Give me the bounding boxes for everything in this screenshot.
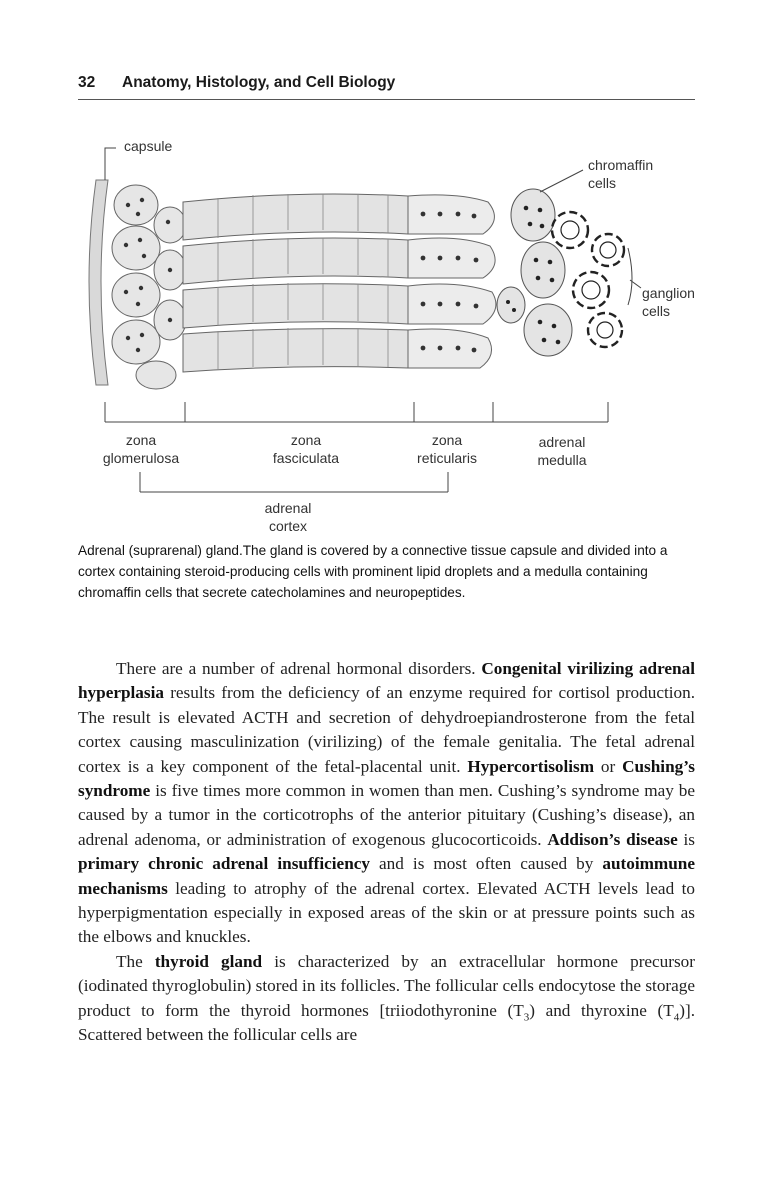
ganglion-label-2: cells: [642, 303, 670, 319]
text-run: or: [594, 756, 623, 776]
paragraph-adrenal-disorders: There are a number of adrenal hormonal d…: [78, 657, 695, 950]
text-run: ) and thyroxine (T: [529, 1000, 674, 1020]
page-number: 32: [78, 74, 96, 91]
zona-fasciculata-label-1: zona: [291, 432, 322, 448]
subscript: 4: [673, 1011, 680, 1024]
bold-term: thyroid gland: [154, 951, 263, 971]
zona-glomerulosa-label-2: glomerulosa: [103, 450, 179, 466]
chromaffin-label-1: chromaffin: [588, 157, 653, 173]
chromaffin-label-2: cells: [588, 175, 616, 191]
adrenal-gland-figure: capsule chromaffin cells ganglion cells …: [78, 130, 708, 540]
text-run: leading to atrophy of the adrenal cortex…: [78, 878, 695, 947]
bold-term: Addison’s disease: [547, 829, 678, 849]
zona-reticularis-label-1: zona: [432, 432, 463, 448]
glomerulosa-nuclei: [123, 197, 173, 353]
text-run: and is most often caused by: [369, 854, 603, 874]
reticularis-cells: [407, 194, 497, 369]
text-run: is: [677, 829, 695, 849]
adrenal-medulla-label-2: medulla: [537, 452, 586, 468]
reticularis-nuclei: [420, 211, 479, 353]
zona-glomerulosa-label-1: zona: [126, 432, 157, 448]
glomerulosa-cells: [111, 184, 187, 390]
bold-term: Congenital virilizing adrenal hyperplasi…: [78, 659, 695, 703]
text-run: is five times more common in women than …: [78, 781, 695, 849]
paragraph-thyroid-gland: The thyroid gland is characterized by an…: [78, 950, 695, 1048]
adrenal-gland-illustration: capsule chromaffin cells ganglion cells …: [88, 138, 695, 534]
figure-caption: Adrenal (suprarenal) gland.The gland is …: [78, 543, 668, 600]
text-run: )]. Scattered between the follicular cel…: [78, 1000, 695, 1045]
running-title: Anatomy, Histology, and Cell Biology: [122, 74, 396, 91]
fasciculata-cords: [182, 193, 409, 373]
text-run: results from the deficiency of an enzyme…: [78, 683, 695, 776]
subscript: 3: [523, 1011, 530, 1024]
zona-reticularis-label-2: reticularis: [417, 450, 477, 466]
bold-term: Hypercortisolism: [467, 756, 595, 776]
body-text: There are a number of adrenal hormonal d…: [78, 657, 695, 1048]
bold-term: primary chronic adrenal insufficiency: [78, 854, 370, 874]
text-run: is characterized by an extracellular hor…: [78, 951, 696, 1020]
adrenal-cortex-label-2: cortex: [269, 518, 307, 534]
adrenal-cortex-label-1: adrenal: [265, 500, 312, 516]
running-header: 32 Anatomy, Histology, and Cell Biology: [78, 72, 695, 100]
adrenal-medulla-label-1: adrenal: [539, 434, 586, 450]
ganglion-cells: [550, 210, 626, 349]
fasciculata-cell-borders: [217, 194, 389, 370]
bold-term: autoimmune mechanisms: [78, 854, 695, 898]
bold-term: Cushing’s syndrome: [78, 756, 695, 801]
leader-lines: [104, 147, 642, 306]
chromaffin-granules: [506, 205, 561, 345]
text-run: The: [116, 951, 155, 971]
zone-brackets: [104, 402, 609, 493]
ganglion-label-1: ganglion: [642, 285, 695, 301]
capsule-label: capsule: [124, 138, 172, 154]
capsule-shape: [88, 179, 109, 386]
text-run: There are a number of adrenal hormonal d…: [116, 659, 482, 678]
zona-fasciculata-label-2: fasciculata: [273, 450, 339, 466]
